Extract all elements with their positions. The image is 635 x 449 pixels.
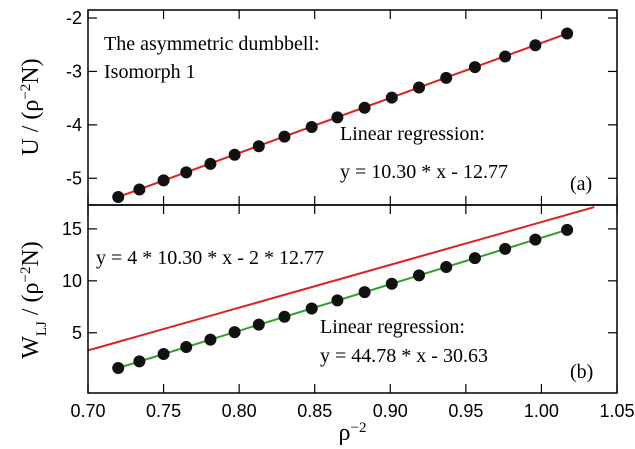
regression-line — [88, 206, 595, 352]
x-tick-label: 0.75 — [146, 401, 181, 421]
x-tick-label: 0.80 — [222, 401, 257, 421]
y-axis-label-part: −2 — [18, 84, 34, 100]
data-point — [252, 140, 265, 153]
data-point — [252, 318, 265, 331]
x-axis-label: ρ−2 — [339, 420, 367, 446]
x-axis-label-part: −2 — [351, 420, 367, 436]
data-point — [228, 148, 241, 161]
y-axis-label-part: N) — [18, 241, 44, 266]
data-point — [440, 71, 453, 84]
annotation: y = 10.30 * x - 12.77 — [340, 161, 508, 183]
y-axis-label-part: / (ρ — [18, 283, 44, 322]
data-point — [112, 361, 125, 374]
data-point — [385, 91, 398, 104]
data-point — [358, 286, 371, 299]
data-point — [180, 340, 193, 353]
data-point — [440, 261, 453, 274]
data-point — [133, 355, 146, 368]
annotation: The asymmetric dumbbell: — [104, 33, 320, 55]
annotation: Linear regression: — [340, 123, 485, 145]
y-tick-label: -5 — [66, 168, 82, 188]
data-point — [180, 166, 193, 179]
data-point — [305, 121, 318, 133]
data-point — [133, 183, 146, 196]
plot-frame — [87, 204, 618, 394]
data-point — [278, 310, 291, 323]
x-axis-label-part: ρ — [339, 420, 351, 446]
data-point — [413, 269, 426, 282]
x-tick-label: 1.05 — [599, 401, 634, 421]
y-axis-label-part: W — [18, 336, 44, 359]
data-point — [413, 81, 426, 94]
data-point — [331, 294, 344, 307]
y-axis-label-part: LJ — [34, 321, 50, 336]
annotation: Linear regression: — [320, 316, 465, 338]
y-axis-label-part: −2 — [18, 267, 34, 283]
y-tick-label: 10 — [62, 271, 82, 291]
y-tick-label: -3 — [66, 61, 82, 81]
data-point — [529, 233, 542, 246]
data-point — [561, 27, 574, 40]
y-tick-label: -4 — [66, 115, 82, 135]
y-tick-label: 5 — [72, 323, 82, 343]
data-point — [561, 223, 574, 236]
y-tick-label: 15 — [62, 219, 82, 239]
y-axis-label: WLJ / (ρ−2N) — [18, 241, 50, 359]
data-point — [358, 101, 371, 114]
annotation: (a) — [570, 173, 592, 195]
data-point — [499, 242, 512, 255]
data-point — [529, 39, 542, 52]
data-point — [499, 50, 512, 63]
x-tick-label: 1.00 — [524, 401, 559, 421]
data-point — [468, 252, 481, 265]
data-point — [278, 130, 291, 143]
data-point — [305, 302, 318, 315]
annotation: y = 44.78 * x - 30.63 — [320, 345, 488, 367]
data-point — [204, 157, 217, 170]
x-tick-label: 0.90 — [373, 401, 408, 421]
x-tick-label: 0.85 — [297, 401, 332, 421]
y-axis-label-part: U / (ρ — [18, 100, 44, 156]
y-tick-label: -2 — [66, 8, 82, 28]
x-tick-label: 0.95 — [448, 401, 483, 421]
data-point — [228, 326, 241, 339]
annotation: y = 4 * 10.30 * x - 2 * 12.77 — [96, 247, 324, 269]
y-axis-label-part: N) — [18, 58, 44, 83]
y-axis-label: U / (ρ−2N) — [18, 58, 44, 155]
data-point — [112, 190, 125, 203]
x-tick-label: 0.70 — [70, 401, 105, 421]
data-point — [157, 347, 170, 360]
data-point — [385, 277, 398, 290]
data-point — [331, 111, 344, 124]
data-point — [204, 333, 217, 346]
annotation: (b) — [570, 361, 593, 383]
annotation: Isomorph 1 — [104, 61, 196, 83]
data-point — [157, 174, 170, 187]
data-point — [468, 61, 481, 74]
